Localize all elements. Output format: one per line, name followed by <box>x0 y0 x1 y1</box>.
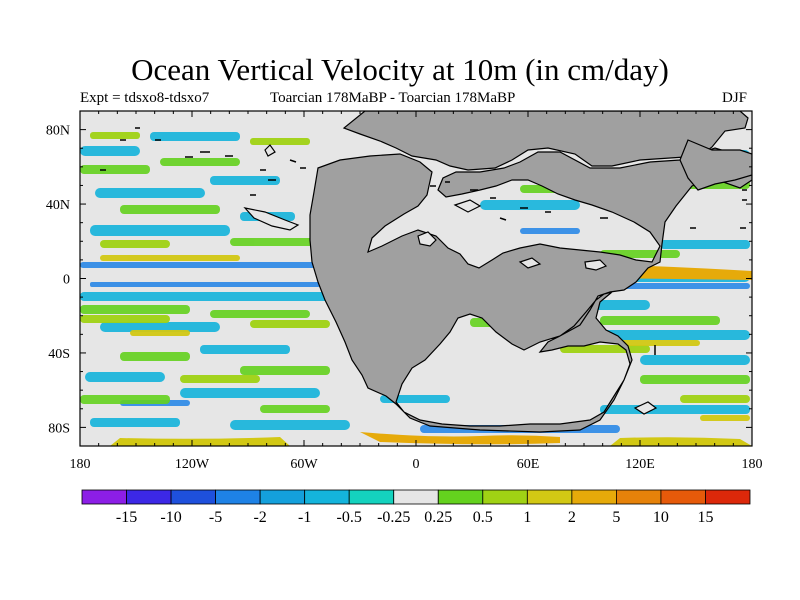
period-label: Toarcian 178MaBP - Toarcian 178MaBP <box>270 90 516 106</box>
experiment-label: Expt = tdsxo8-tdsxo7 <box>80 90 210 106</box>
chart-title: Ocean Vertical Velocity at 10m (in cm/da… <box>131 52 669 87</box>
colorbar-swatch <box>348 489 395 505</box>
axis-ticks <box>79 111 753 446</box>
colorbar-swatch <box>126 489 172 505</box>
colorbar-label: -0.25 <box>377 509 410 526</box>
colorbar-label: 10 <box>653 509 669 526</box>
lat-tick-label: 40S <box>48 347 70 362</box>
colorbar-swatch <box>482 489 528 505</box>
land-masses <box>309 111 752 433</box>
lon-tick-label: 120W <box>175 457 210 472</box>
colorbar-swatch <box>526 489 573 505</box>
colorbar-label: -10 <box>160 509 181 526</box>
colorbar-swatch <box>304 489 350 505</box>
colorbar-label: 5 <box>612 509 620 526</box>
lon-tick-label: 60E <box>517 457 540 472</box>
island-outlines <box>243 144 658 415</box>
lat-tick-label: 80N <box>46 124 70 139</box>
colorbar-swatch <box>170 489 216 505</box>
lon-tick-label: 180 <box>742 457 763 472</box>
lat-tick-label: 0 <box>63 273 70 288</box>
colorbar-label: -2 <box>253 509 266 526</box>
lon-tick-label: 60W <box>290 457 318 472</box>
colorbar-label: 0.5 <box>473 509 493 526</box>
colorbar-label: 15 <box>697 509 713 526</box>
colorbar-label: -5 <box>209 509 222 526</box>
colorbar-label: -1 <box>298 509 311 526</box>
colorbar-swatch <box>705 489 751 505</box>
small-island-dashes <box>100 127 747 355</box>
axis-labels: 180 120W 60W 0 60E 120E 180 80N 40N 0 40S 80S <box>46 124 763 472</box>
colorbar-label: 2 <box>568 509 576 526</box>
colorbar-label: 0.25 <box>424 509 452 526</box>
colorbar-label: -0.5 <box>337 509 362 526</box>
colorbar-swatch <box>215 489 261 505</box>
season-label: DJF <box>722 90 748 106</box>
lon-tick-label: 180 <box>70 457 91 472</box>
colorbar-swatch <box>571 489 617 505</box>
land-pangaea-main <box>309 147 752 433</box>
colorbar-label: 1 <box>523 509 531 526</box>
colorbar-swatch <box>393 489 439 505</box>
land-north-polar <box>342 111 749 171</box>
colorbar-swatch <box>616 489 662 505</box>
colorbar: -15 -10 -5 -2 -1 -0.5 -0.25 0.25 0.5 1 2 5 10 15 <box>81 489 751 526</box>
land-east-continent <box>679 139 752 191</box>
lon-tick-label: 0 <box>413 457 420 472</box>
colorbar-swatch <box>81 489 127 505</box>
colorbar-swatch <box>437 489 484 505</box>
lat-tick-label: 80S <box>48 421 70 436</box>
lon-tick-label: 120E <box>625 457 655 472</box>
colorbar-label: -15 <box>116 509 137 526</box>
lat-tick-label: 40N <box>46 198 70 213</box>
colorbar-swatch <box>660 489 706 505</box>
colorbar-swatch <box>259 489 306 505</box>
